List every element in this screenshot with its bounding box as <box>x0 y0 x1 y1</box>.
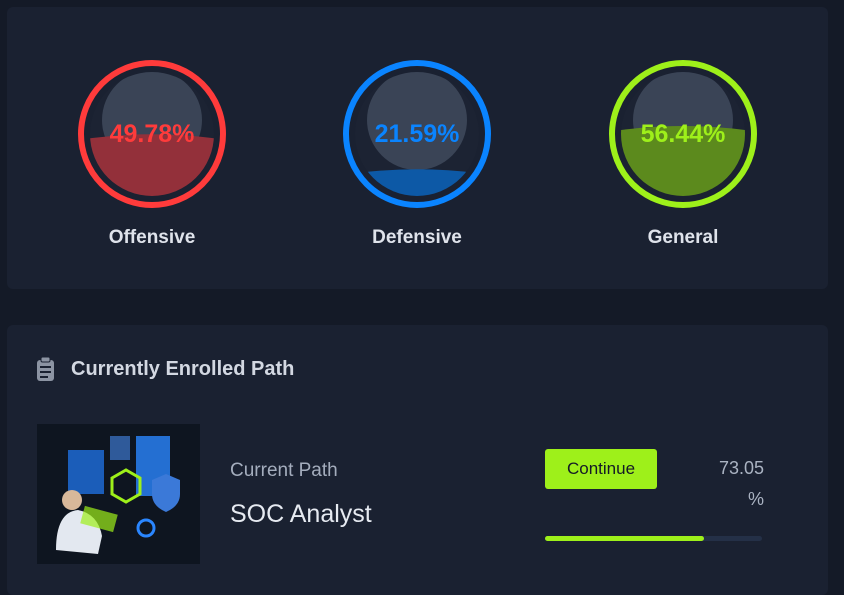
path-illustration <box>37 424 200 564</box>
continue-button[interactable]: Continue <box>545 449 657 489</box>
gauge-label: Offensive <box>109 227 196 248</box>
path-label: Current Path <box>230 460 338 481</box>
gauge-ring <box>343 60 491 208</box>
gauge-ring <box>78 60 226 208</box>
gauge-percent: 49.78% <box>110 120 195 148</box>
gauge-fill <box>621 126 745 196</box>
gauge-percent: 21.59% <box>375 120 460 148</box>
gauge-fill <box>90 134 214 196</box>
gauge-ring <box>609 60 757 208</box>
gauge-label: General <box>648 227 719 248</box>
progress-label: 73.05 % <box>718 458 764 509</box>
progress-fill <box>545 536 704 541</box>
progress-track <box>545 536 762 541</box>
gauge-percent: 56.44% <box>641 120 726 148</box>
clipboard-icon <box>37 356 54 381</box>
section-title: Currently Enrolled Path <box>71 358 295 380</box>
gauge-gloss <box>367 72 467 170</box>
path-name: SOC Analyst <box>230 500 372 528</box>
gauge-label: Defensive <box>372 227 462 248</box>
